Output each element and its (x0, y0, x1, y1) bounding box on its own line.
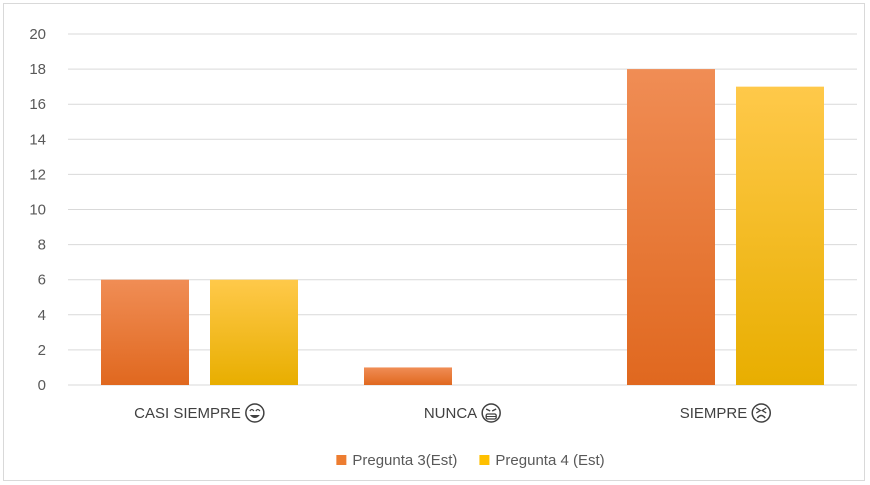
smiling-face-icon (245, 403, 265, 423)
y-tick-label: 16 (29, 96, 46, 113)
y-tick-label: 6 (38, 272, 46, 289)
y-tick-label: 2 (38, 342, 46, 359)
legend-swatch (479, 455, 490, 465)
legend-item: Pregunta 3(Est) (336, 452, 457, 469)
bar-pregunta-3-est--siempre (627, 69, 715, 385)
bar-pregunta-3-est--nunca (364, 367, 452, 385)
category-label-group: NUNCA (424, 403, 501, 423)
bar-pregunta-3-est--casi-siempre (101, 279, 189, 385)
y-tick-label: 14 (29, 131, 46, 148)
bars (101, 69, 824, 386)
x-category-label: CASI SIEMPRE (134, 405, 241, 422)
y-tick-label: 18 (29, 61, 46, 78)
category-label-group: CASI SIEMPRE (134, 403, 265, 423)
y-tick-label: 4 (38, 307, 46, 324)
sad-face-icon (481, 403, 501, 423)
bar-pregunta-4-est--siempre (736, 86, 824, 386)
y-tick-label: 8 (38, 237, 46, 254)
category-label-group: SIEMPRE (680, 403, 772, 423)
y-tick-label: 0 (38, 377, 46, 394)
y-tick-label: 12 (29, 166, 46, 183)
y-tick-label: 20 (29, 26, 46, 43)
bar-pregunta-4-est--casi-siempre (210, 279, 298, 385)
legend-label: Pregunta 3(Est) (352, 452, 457, 469)
legend-item: Pregunta 4 (Est) (479, 452, 605, 469)
tired-face-icon (751, 403, 772, 423)
legend-swatch (336, 455, 347, 465)
gridlines (68, 33, 857, 386)
y-tick-label: 10 (29, 202, 46, 219)
x-axis-categories: CASI SIEMPRE NUNCA SIEMPRE (134, 403, 772, 423)
x-category-label: NUNCA (424, 405, 477, 422)
chart-frame (3, 3, 865, 481)
legend: Pregunta 3(Est) Pregunta 4 (Est) (336, 452, 605, 469)
x-category-label: SIEMPRE (680, 405, 748, 422)
y-axis-ticks: 0 2 4 6 8 10 12 14 16 18 20 (29, 26, 46, 394)
legend-label: Pregunta 4 (Est) (495, 452, 604, 469)
